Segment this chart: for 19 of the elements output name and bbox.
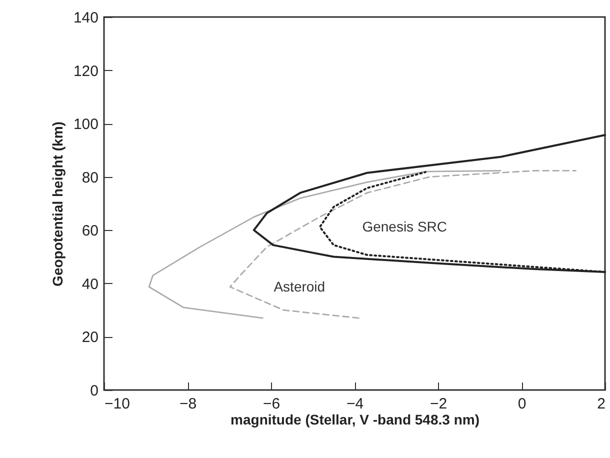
y-tick-label: 140 bbox=[73, 10, 98, 26]
x-tick-label: −10 bbox=[104, 396, 130, 412]
x-tick-label: 2 bbox=[597, 396, 606, 412]
y-tick-label: 100 bbox=[73, 116, 98, 134]
x-tick-label: −2 bbox=[430, 396, 448, 412]
x-axis-title: magnitude (Stellar, V -band 548.3 nm) bbox=[230, 412, 480, 428]
x-tick-label: 0 bbox=[518, 396, 526, 412]
y-tick-label: 40 bbox=[82, 276, 98, 293]
y-tick-label: 20 bbox=[82, 329, 98, 346]
x-tick-label: −6 bbox=[262, 396, 280, 412]
annotation: Genesis SRC bbox=[362, 218, 448, 235]
y-tick-label: 0 bbox=[90, 382, 98, 400]
y-tick-label: 60 bbox=[82, 222, 98, 240]
x-tick-label: −4 bbox=[346, 396, 364, 412]
x-tick-label: −8 bbox=[179, 396, 197, 412]
annotation: Asteroid bbox=[274, 278, 326, 294]
y-axis-title: Geopotential height (km) bbox=[49, 122, 66, 286]
y-tick-label: 80 bbox=[82, 169, 98, 186]
y-tick-label: 120 bbox=[73, 62, 98, 80]
